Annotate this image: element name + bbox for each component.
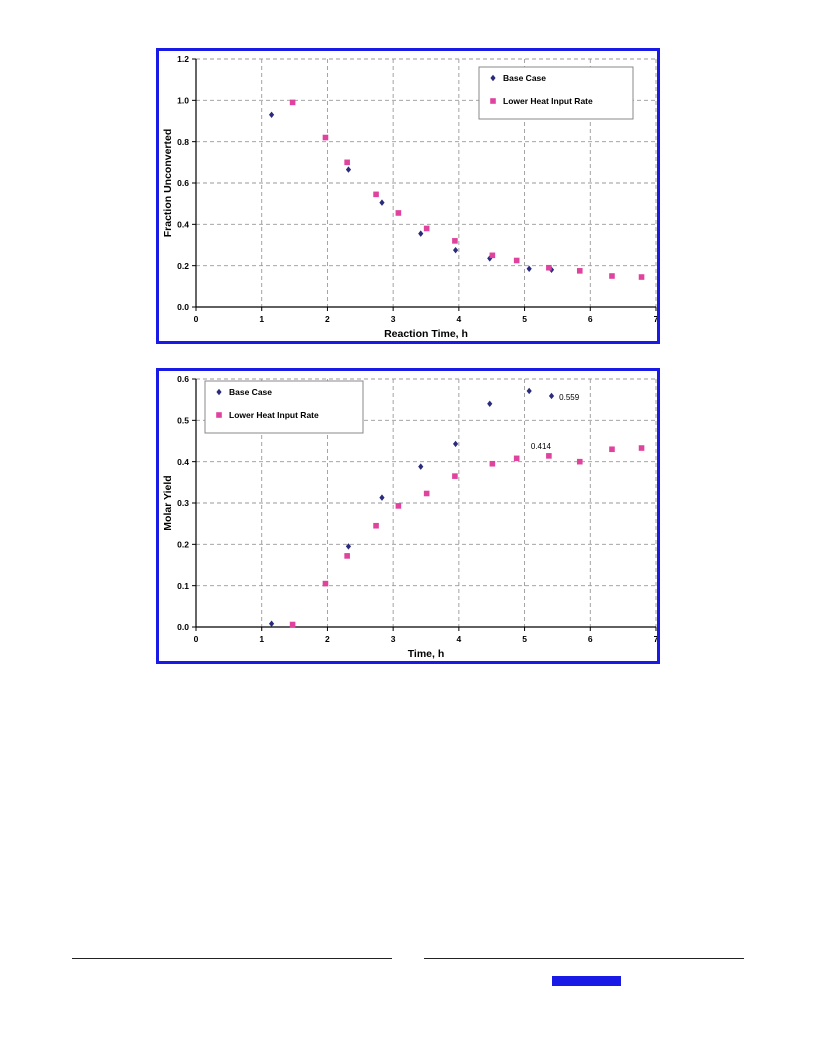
chart1-xtick-label: 1 xyxy=(259,314,264,324)
chart2-legend-label-2: Lower Heat Input Rate xyxy=(229,410,319,420)
chart1-ytick-label: 0.2 xyxy=(177,261,189,271)
chart2-xtick-label: 1 xyxy=(259,634,264,644)
chart1-ytick-label: 0.6 xyxy=(177,178,189,188)
chart1-x-axis-label: Reaction Time, h xyxy=(384,328,468,340)
chart2-xtick-label: 2 xyxy=(325,634,330,644)
chart2-ytick-label: 0.2 xyxy=(177,540,189,550)
chart1-xtick-label: 3 xyxy=(391,314,396,324)
chart2-ytick-label: 0.5 xyxy=(177,416,189,426)
chart1-xtick-label: 0 xyxy=(194,314,199,324)
chart1-xtick-label: 4 xyxy=(456,314,461,324)
chart2-x-axis-label: Time, h xyxy=(408,648,445,660)
chart2-y-axis-label: Molar Yield xyxy=(162,475,174,530)
chart2-series2-point xyxy=(513,455,520,462)
chart-molar-yield: 0.0 0.1 0.2 0.3 0.4 0.5 0.6 0 1 2 3 4 5 6 7 Time, h Mola… xyxy=(156,368,660,664)
chart2-ytick-label: 0.1 xyxy=(177,581,189,591)
chart2-annotation: 0.414 xyxy=(531,442,552,451)
chart2-legend-marker-2 xyxy=(216,412,222,418)
chart1-xtick-label: 5 xyxy=(522,314,527,324)
chart1-series2-point xyxy=(609,273,615,279)
chart1-series1-point xyxy=(379,199,385,206)
chart2-legend-box xyxy=(204,380,364,434)
chart2-ytick-label: 0.6 xyxy=(177,374,189,384)
chart1-y-axis-label: Fraction Unconverted xyxy=(162,129,174,238)
chart1-ytick-label: 1.0 xyxy=(177,96,189,106)
chart2-series2-point xyxy=(638,445,645,451)
chart1-series2-point xyxy=(638,274,645,280)
chart1-xtick-label: 6 xyxy=(588,314,593,324)
chart1-series1-point xyxy=(526,265,532,272)
chart1-series2-point xyxy=(289,99,296,106)
chart1-legend-label-1: Base Case xyxy=(503,73,546,83)
chart2-series2-point xyxy=(373,522,379,529)
chart1-ytick-label: 0.4 xyxy=(177,220,189,230)
chart1-series2-point xyxy=(373,191,379,198)
chart1-series2-point xyxy=(513,257,520,264)
chart1-legend-label-2: Lower Heat Input Rate xyxy=(503,96,593,106)
chart1-series1-point xyxy=(418,230,424,237)
chart1-series1-point xyxy=(452,246,459,254)
chart2-series2-point xyxy=(452,473,458,479)
chart2-annotation: 0.559 xyxy=(559,393,580,402)
chart1-series2-point xyxy=(576,268,583,274)
chart2-series2-point xyxy=(609,446,615,453)
chart2-series2-point xyxy=(395,503,402,509)
chart1-series2-point xyxy=(344,159,350,166)
chart2-series2-point xyxy=(423,490,430,497)
chart2-xtick-label: 3 xyxy=(391,634,396,644)
chart2-series1-point xyxy=(418,463,424,470)
footer-rule-right xyxy=(424,958,744,959)
chart2-series1-point xyxy=(379,494,385,501)
chart2-series2-point xyxy=(289,621,296,628)
chart1-legend-box xyxy=(478,66,634,120)
chart2-xtick-label: 6 xyxy=(588,634,593,644)
chart1-series1-point xyxy=(345,166,352,173)
chart2-series2-point xyxy=(344,553,350,559)
footer-rule-left xyxy=(72,958,392,959)
chart2-legend-label-1: Base Case xyxy=(229,387,272,397)
chart1-ytick-label: 0.8 xyxy=(177,137,189,147)
chart-molar-yield-svg: 0.0 0.1 0.2 0.3 0.4 0.5 0.6 0 1 2 3 4 5 6 7 Time, h Mola… xyxy=(162,374,657,660)
chart2-ytick-label: 0.0 xyxy=(177,622,189,632)
chart1-series2-point xyxy=(423,225,430,232)
chart2-series2-point xyxy=(322,580,329,587)
chart1-series2-point xyxy=(322,134,329,141)
chart2-series1-point xyxy=(487,400,493,407)
chart1-series2-point xyxy=(546,264,552,271)
chart2-series1-point xyxy=(526,387,532,395)
chart2-xtick-label: 4 xyxy=(456,634,461,644)
chart2-xtick-label: 7 xyxy=(654,634,657,644)
footer-bar xyxy=(552,976,621,986)
chart1-series2-point xyxy=(452,238,458,244)
chart1-xtick-label: 2 xyxy=(325,314,330,324)
chart1-legend-marker-2 xyxy=(490,98,496,104)
chart-fraction-unconverted: 0.0 0.2 0.4 0.6 0.8 1.0 1.2 0 1 2 3 4 5 6 7 Reaction Ti… xyxy=(156,48,660,344)
chart2-xtick-label: 5 xyxy=(522,634,527,644)
chart2-series2-point xyxy=(546,453,552,459)
chart1-ytick-label: 1.2 xyxy=(177,54,189,64)
chart1-legend-marker-1 xyxy=(490,74,496,82)
chart2-xtick-label: 0 xyxy=(194,634,199,644)
chart2-legend-marker-1 xyxy=(216,388,222,396)
chart2-series2-point xyxy=(576,458,583,465)
chart2-series1-point xyxy=(452,440,459,448)
chart1-ytick-label: 0.0 xyxy=(177,302,189,312)
chart2-series1-point xyxy=(548,392,555,400)
chart1-series2-point xyxy=(395,210,402,216)
chart-fraction-unconverted-svg: 0.0 0.2 0.4 0.6 0.8 1.0 1.2 0 1 2 3 4 5 6 7 Reaction Ti… xyxy=(162,54,657,340)
chart2-ytick-label: 0.4 xyxy=(177,457,189,467)
chart1-xtick-label: 7 xyxy=(654,314,657,324)
chart1-series2-point xyxy=(489,252,496,259)
chart2-series2-point xyxy=(489,460,496,467)
chart2-ytick-label: 0.3 xyxy=(177,498,189,508)
